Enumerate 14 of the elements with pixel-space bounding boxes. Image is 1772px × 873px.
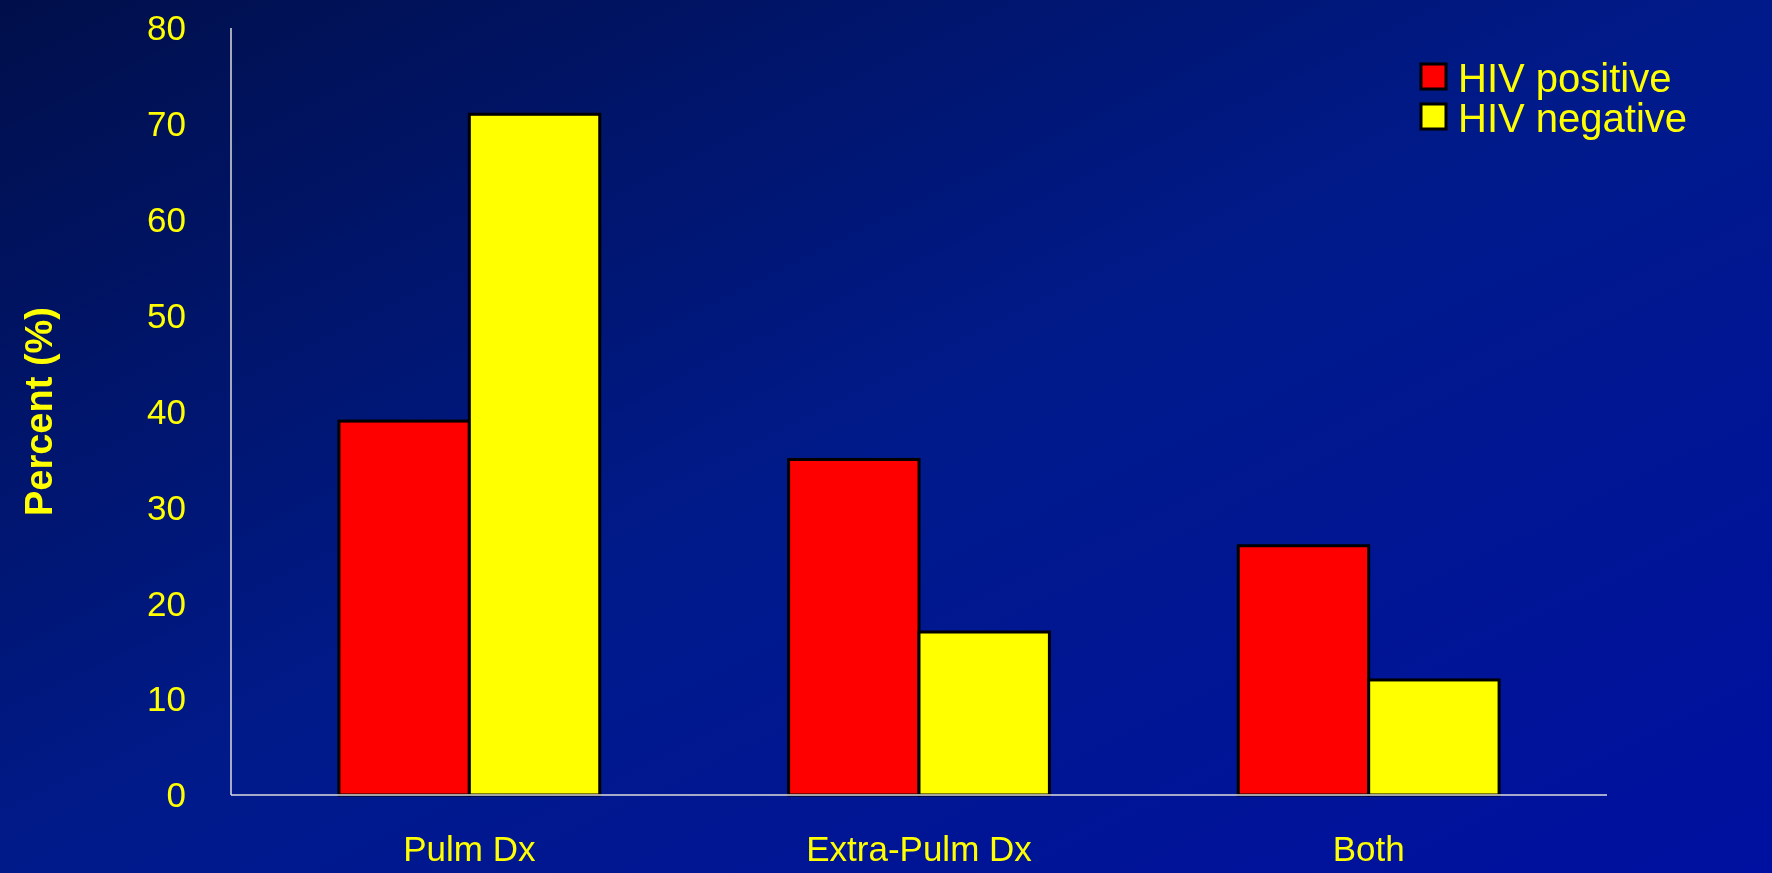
x-tick-label: Pulm Dx <box>403 829 536 868</box>
legend-label: HIV positive <box>1458 56 1672 100</box>
y-tick-label: 10 <box>147 679 186 719</box>
y-tick-label: 70 <box>147 104 186 144</box>
y-tick-label: 30 <box>147 487 186 527</box>
y-tick-label: 0 <box>166 775 186 815</box>
y-tick-label: 40 <box>147 391 186 431</box>
x-tick-label: Extra-Pulm Dx <box>806 829 1033 868</box>
y-tick-label: 50 <box>147 295 186 335</box>
y-axis-title: Percent (%) <box>18 306 60 517</box>
y-tick-label: 20 <box>147 583 186 623</box>
y-tick-label: 60 <box>147 200 186 239</box>
x-tick-label: Both <box>1332 829 1405 868</box>
y-tick-label: 80 <box>147 8 186 48</box>
